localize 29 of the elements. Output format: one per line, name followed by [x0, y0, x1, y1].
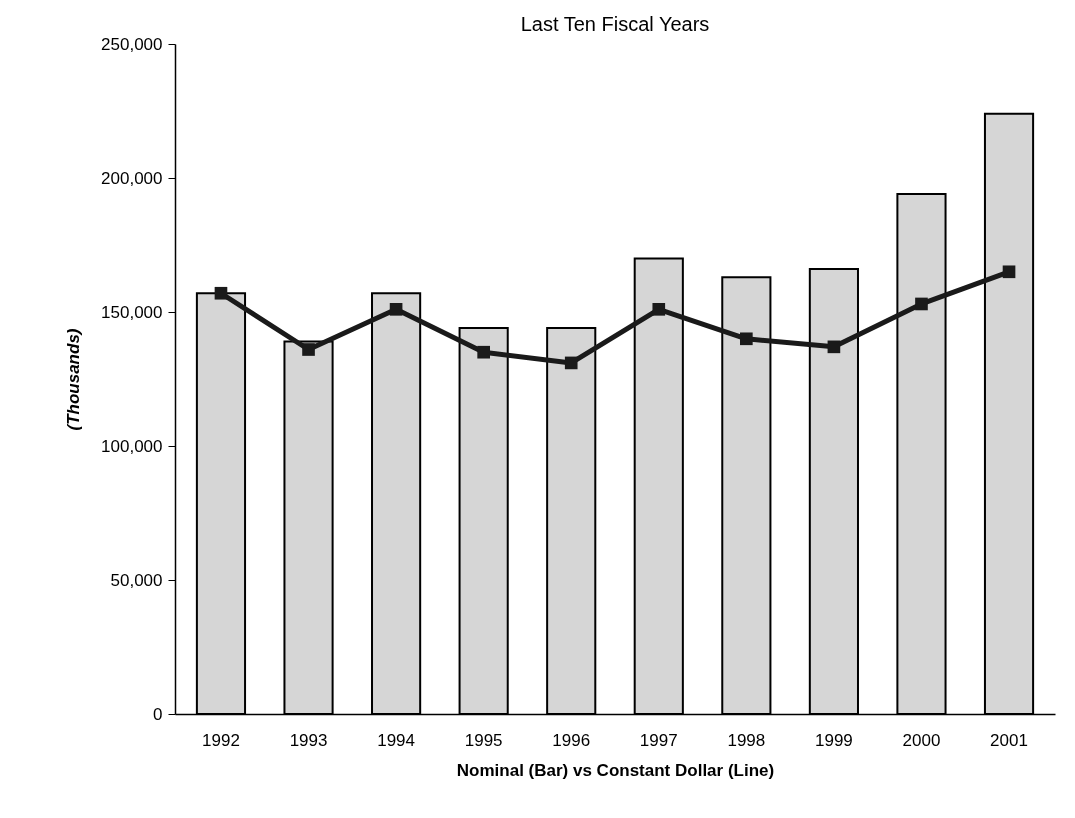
point — [389, 303, 403, 316]
x-tick-label: 1995 — [464, 730, 503, 750]
point — [564, 356, 578, 370]
y-tick-label: 50,000 — [110, 570, 163, 590]
x-tick-label: 2001 — [990, 730, 1028, 750]
point — [214, 286, 228, 300]
point — [652, 303, 666, 316]
y-tick-label: 100,000 — [101, 436, 163, 456]
point — [740, 332, 753, 346]
y-axis-title: (Thousands) — [64, 328, 84, 431]
point — [827, 340, 841, 354]
y-tick-label: 250,000 — [101, 34, 163, 54]
point — [915, 297, 928, 311]
x-tick-label: 1996 — [552, 730, 591, 750]
point — [302, 343, 315, 356]
x-axis-title: Nominal (Bar) vs Constant Dollar (Line) — [456, 760, 775, 780]
y-tick-label: 0 — [153, 704, 163, 724]
y-tick-label: 150,000 — [101, 302, 163, 322]
x-tick-label: 1994 — [377, 730, 416, 750]
x-tick-label: 1992 — [202, 730, 240, 750]
x-tick-label: 1997 — [639, 730, 678, 750]
x-tick-label: 1998 — [727, 730, 766, 750]
point — [1002, 265, 1016, 279]
x-tick-label: 2000 — [902, 730, 941, 750]
y-tick-label: 200,000 — [101, 168, 163, 188]
x-tick-label: 1993 — [289, 730, 328, 750]
x-tick-label: 1999 — [814, 730, 853, 750]
point — [477, 345, 490, 359]
chart-title: Last Ten Fiscal Years — [520, 13, 710, 35]
